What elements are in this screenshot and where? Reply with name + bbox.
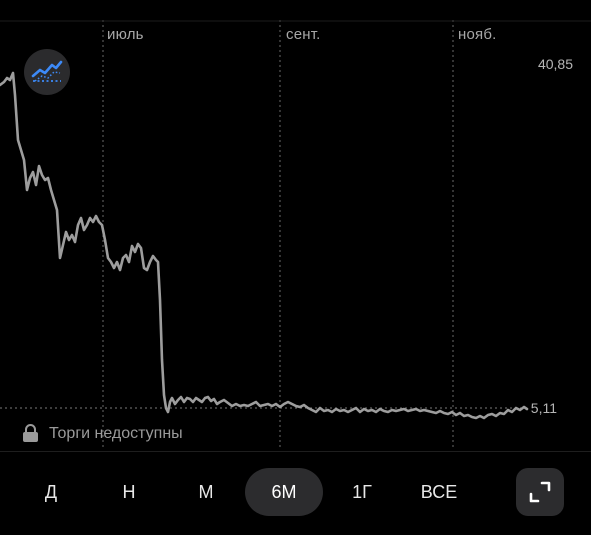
range-day[interactable]: Д [12,468,90,516]
range-month[interactable]: М [167,468,245,516]
range-year[interactable]: 1Г [323,468,401,516]
month-label-july: июль [107,26,144,43]
price-high-label: 40,85 [538,56,573,72]
current-price-label: 5,11 [531,400,557,416]
price-chart[interactable]: июль сент. нояб. 40,85 5,11 Торги недост… [0,0,591,452]
expand-button[interactable] [516,468,564,516]
indicators-button[interactable] [24,49,70,95]
range-selector: Д Н М 6М 1Г ВСЕ [0,464,591,520]
trading-status: Торги недоступны [22,424,183,443]
range-divider [0,451,591,452]
month-label-september: сент. [286,26,321,43]
expand-icon [528,480,552,504]
price-line [0,73,527,418]
range-week[interactable]: Н [90,468,168,516]
lock-icon [22,424,39,443]
month-label-november: нояб. [458,26,497,43]
chart-indicator-icon [30,59,64,85]
chart-canvas [0,0,591,452]
range-6-months[interactable]: 6М [245,468,323,516]
range-all[interactable]: ВСЕ [400,468,478,516]
trading-status-text: Торги недоступны [49,425,183,443]
